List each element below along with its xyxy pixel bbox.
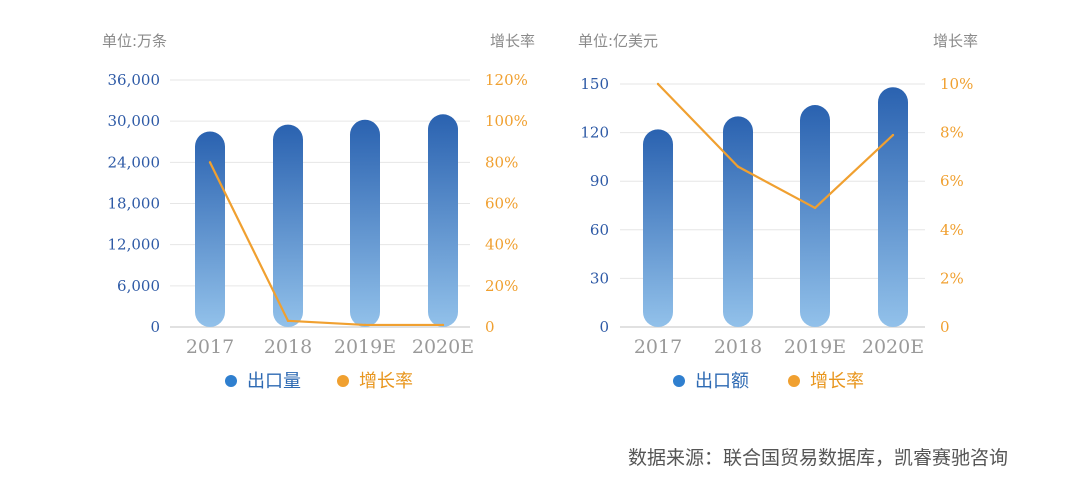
y-tick-label: 18,000 bbox=[108, 195, 161, 213]
bar bbox=[723, 116, 753, 328]
y2-tick-label: 10% bbox=[940, 75, 973, 93]
bar bbox=[800, 105, 830, 327]
line-point bbox=[891, 133, 895, 137]
x-tick-label: 2020E bbox=[412, 336, 474, 358]
line-point bbox=[813, 206, 817, 210]
bar bbox=[273, 124, 303, 327]
left-unit-label: 单位:亿美元 bbox=[578, 32, 658, 50]
x-tick-label: 2018 bbox=[714, 336, 762, 358]
y-tick-label: 0 bbox=[599, 318, 609, 336]
y2-tick-label: 100% bbox=[485, 112, 528, 130]
y-tick-label: 6,000 bbox=[117, 277, 160, 295]
right-unit-label: 增长率 bbox=[933, 32, 978, 50]
line-point bbox=[656, 82, 660, 86]
bar bbox=[195, 131, 225, 327]
bar bbox=[428, 114, 458, 327]
y2-tick-label: 80% bbox=[485, 153, 518, 171]
y-tick-label: 120 bbox=[580, 124, 609, 142]
y-tick-label: 90 bbox=[590, 172, 609, 190]
legend-label-line: 增长率 bbox=[810, 371, 864, 392]
line-point bbox=[208, 161, 212, 164]
legend-label-bar: 出口量 bbox=[247, 371, 301, 392]
y2-tick-label: 2% bbox=[940, 269, 964, 287]
y-tick-label: 12,000 bbox=[108, 236, 161, 254]
bar bbox=[878, 87, 908, 328]
y-tick-label: 36,000 bbox=[108, 71, 161, 89]
line-point bbox=[441, 323, 445, 327]
y2-tick-label: 20% bbox=[485, 277, 518, 295]
right-unit-label: 增长率 bbox=[490, 32, 535, 50]
y2-tick-label: 0 bbox=[485, 318, 495, 336]
bar bbox=[643, 129, 673, 327]
y2-tick-label: 4% bbox=[940, 221, 964, 239]
x-tick-label: 2020E bbox=[862, 336, 924, 358]
line-point bbox=[286, 319, 290, 323]
line-point bbox=[363, 323, 367, 327]
y-tick-label: 150 bbox=[580, 75, 609, 93]
growth-rate-line bbox=[657, 83, 894, 210]
source-note: 数据来源：联合国贸易数据库，凯睿赛驰咨询 bbox=[628, 447, 1008, 469]
y-tick-label: 60 bbox=[590, 221, 609, 239]
legend-label-bar: 出口额 bbox=[695, 371, 749, 392]
x-tick-label: 2017 bbox=[634, 336, 682, 358]
legend-marker-line bbox=[337, 375, 349, 387]
bar bbox=[350, 119, 380, 328]
x-tick-label: 2019E bbox=[784, 336, 846, 358]
legend-label-line: 增长率 bbox=[359, 371, 413, 392]
y2-tick-label: 6% bbox=[940, 172, 964, 190]
y-tick-label: 30 bbox=[590, 269, 609, 287]
legend-marker-bar bbox=[673, 375, 685, 387]
line-point bbox=[736, 165, 740, 168]
x-tick-label: 2018 bbox=[264, 336, 312, 358]
y2-tick-label: 40% bbox=[485, 236, 518, 254]
x-tick-label: 2019E bbox=[334, 336, 396, 358]
legend-marker-line bbox=[788, 375, 800, 387]
y2-tick-label: 8% bbox=[940, 124, 964, 142]
y2-tick-label: 60% bbox=[485, 195, 518, 213]
y-tick-label: 0 bbox=[150, 318, 160, 336]
growth-rate-line bbox=[209, 161, 443, 327]
y2-tick-label: 0 bbox=[940, 318, 950, 336]
y2-tick-label: 120% bbox=[485, 71, 528, 89]
y-tick-label: 24,000 bbox=[108, 153, 161, 171]
x-tick-label: 2017 bbox=[186, 336, 234, 358]
y-tick-label: 30,000 bbox=[108, 112, 161, 130]
left-unit-label: 单位:万条 bbox=[102, 32, 167, 50]
legend-marker-bar bbox=[225, 375, 237, 387]
